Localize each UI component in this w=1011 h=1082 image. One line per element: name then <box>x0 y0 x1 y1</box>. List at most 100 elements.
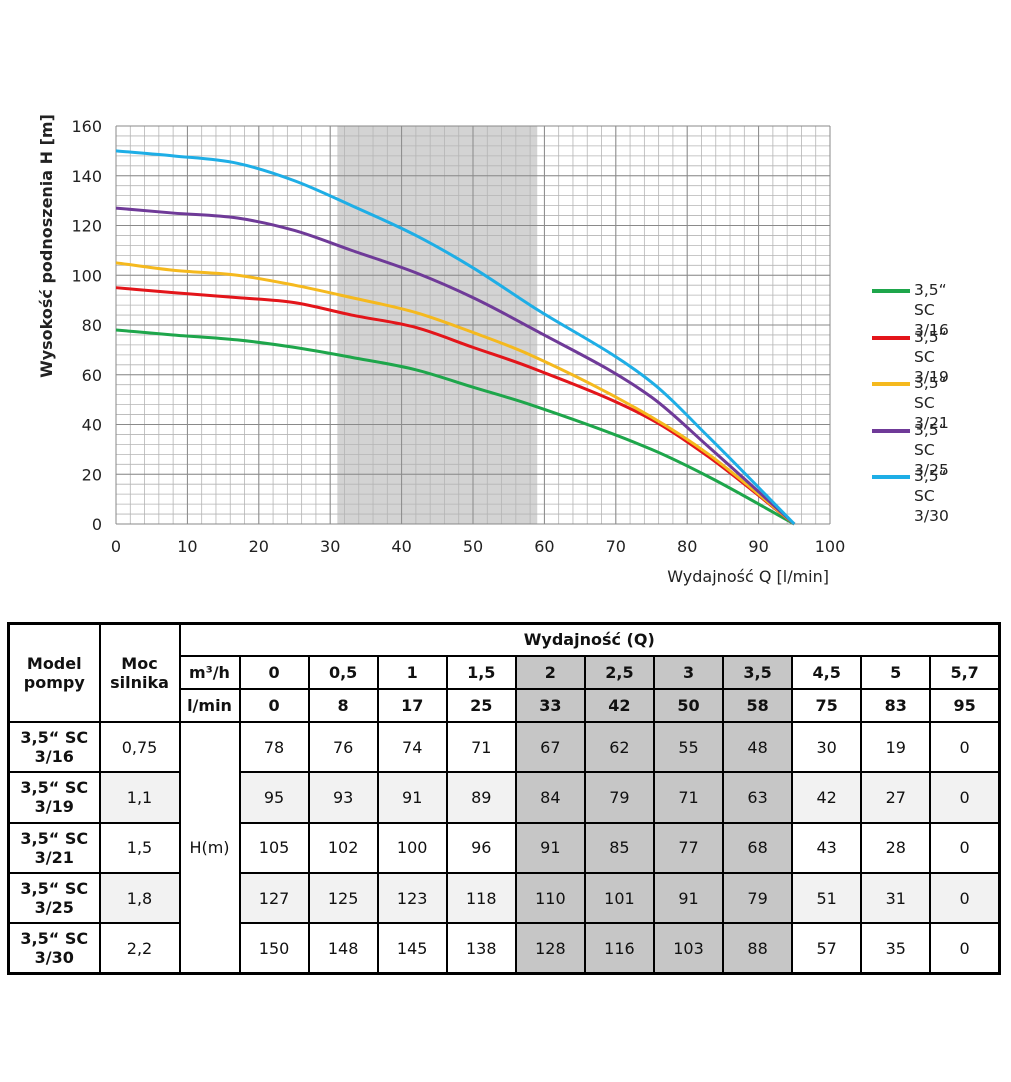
power-cell: 1,1 <box>98 771 181 824</box>
model-cell: 3,5“ SC 3/16 <box>7 721 101 774</box>
value-cell: 127 <box>238 871 310 925</box>
y-tick-label: 140 <box>71 167 102 186</box>
series-line-3 <box>115 206 796 526</box>
y-tick-label: 160 <box>71 117 102 136</box>
series-line-2 <box>115 261 796 526</box>
value-cell: 51 <box>791 871 863 925</box>
x-axis-label: Wydajność Q [l/min] <box>667 567 829 586</box>
value-cell: 77 <box>652 821 725 874</box>
y-tick-label: 20 <box>82 465 102 484</box>
model-cell: 3,5“ SC 3/25 <box>7 871 101 925</box>
value-cell: 96 <box>445 821 517 874</box>
x-tick-label: 80 <box>677 537 697 556</box>
value-cell: 62 <box>583 721 655 774</box>
model-cell: 3,5“ SC 3/19 <box>7 771 101 824</box>
table-row: 3,5“ SC 3/19 1,1 95 93 91 89 84 79 71 63 42 27 0 <box>7 771 1001 824</box>
value-cell: 148 <box>307 922 379 975</box>
value-cell: 48 <box>722 721 794 774</box>
legend-label: 3,5“ SC 3/21 <box>914 374 949 432</box>
value-cell: 91 <box>652 871 725 925</box>
value-cell: 128 <box>514 922 586 975</box>
lmin-cell: 33 <box>514 687 586 724</box>
value-cell: 116 <box>583 922 655 975</box>
value-cell: 88 <box>722 922 794 975</box>
value-cell: 0 <box>929 871 1001 925</box>
m3h-cell: 3 <box>652 654 725 690</box>
value-cell: 30 <box>791 721 863 774</box>
x-tick-label: 0 <box>111 537 121 556</box>
power-cell: 2,2 <box>98 922 181 975</box>
model-cell: 3,5“ SC 3/21 <box>7 821 101 874</box>
power-cell: 1,8 <box>98 871 181 925</box>
lmin-cell: 83 <box>860 687 932 724</box>
legend-swatch <box>872 289 910 293</box>
value-cell: 0 <box>929 771 1001 824</box>
value-cell: 43 <box>791 821 863 874</box>
value-cell: 74 <box>376 721 448 774</box>
m3h-cell: 1 <box>376 654 448 690</box>
y-tick-label: 80 <box>82 316 102 335</box>
value-cell: 91 <box>514 821 586 874</box>
value-cell: 91 <box>376 771 448 824</box>
y-tick-label: 40 <box>82 416 102 435</box>
m3h-cell: 0,5 <box>307 654 379 690</box>
value-cell: 118 <box>445 871 517 925</box>
lmin-cell: 75 <box>791 687 863 724</box>
x-tick-label: 100 <box>815 537 846 556</box>
value-cell: 76 <box>307 721 379 774</box>
legend-swatch <box>872 428 910 433</box>
x-tick-label: 30 <box>320 537 340 556</box>
header-power: Moc silnika <box>98 622 181 724</box>
value-cell: 78 <box>238 721 310 774</box>
model-cell: 3,5“ SC 3/30 <box>7 922 101 975</box>
value-cell: 79 <box>583 771 655 824</box>
value-cell: 123 <box>376 871 448 925</box>
value-cell: 102 <box>307 821 379 874</box>
value-cell: 63 <box>722 771 794 824</box>
legend-swatch <box>872 475 910 479</box>
value-cell: 138 <box>445 922 517 975</box>
legend-swatch <box>872 335 910 340</box>
head-label-cell: H(m) <box>178 721 241 975</box>
x-tick-label: 40 <box>391 537 411 556</box>
value-cell: 35 <box>860 922 932 975</box>
lmin-cell: 0 <box>238 687 310 724</box>
lmin-cell: 58 <box>722 687 794 724</box>
m3h-cell: 4,5 <box>791 654 863 690</box>
x-tick-label: 50 <box>463 537 483 556</box>
y-tick-label: 60 <box>82 366 102 385</box>
table-row: 3,5“ SC 3/21 1,5 105 102 100 96 91 85 77 68 43 28 0 <box>7 821 1001 874</box>
legend-label: 3,5“ SC 3/16 <box>914 281 949 339</box>
series-line-0 <box>115 328 796 526</box>
y-tick-label: 120 <box>71 217 102 236</box>
series-line-1 <box>115 286 796 526</box>
value-cell: 100 <box>376 821 448 874</box>
m3h-cell: 5 <box>860 654 932 690</box>
unit-lmin: l/min <box>178 687 241 724</box>
pump-data-table: Model pompy Moc silnika Wydajność (Q) m³/h… <box>7 622 1001 975</box>
value-cell: 0 <box>929 721 1001 774</box>
value-cell: 150 <box>238 922 310 975</box>
unit-m3h: m³/h <box>178 654 241 690</box>
x-tick-label: 90 <box>748 537 768 556</box>
value-cell: 42 <box>791 771 863 824</box>
m3h-cell: 2 <box>514 654 586 690</box>
m3h-cell: 2,5 <box>583 654 655 690</box>
m3h-cell: 1,5 <box>445 654 517 690</box>
value-cell: 95 <box>238 771 310 824</box>
power-cell: 1,5 <box>98 821 181 874</box>
value-cell: 101 <box>583 871 655 925</box>
value-cell: 0 <box>929 821 1001 874</box>
value-cell: 55 <box>652 721 725 774</box>
value-cell: 67 <box>514 721 586 774</box>
x-tick-label: 70 <box>606 537 626 556</box>
lmin-cell: 42 <box>583 687 655 724</box>
value-cell: 0 <box>929 922 1001 975</box>
value-cell: 110 <box>514 871 586 925</box>
value-cell: 71 <box>652 771 725 824</box>
lmin-cell: 25 <box>445 687 517 724</box>
value-cell: 84 <box>514 771 586 824</box>
x-tick-label: 60 <box>534 537 554 556</box>
value-cell: 27 <box>860 771 932 824</box>
value-cell: 31 <box>860 871 932 925</box>
